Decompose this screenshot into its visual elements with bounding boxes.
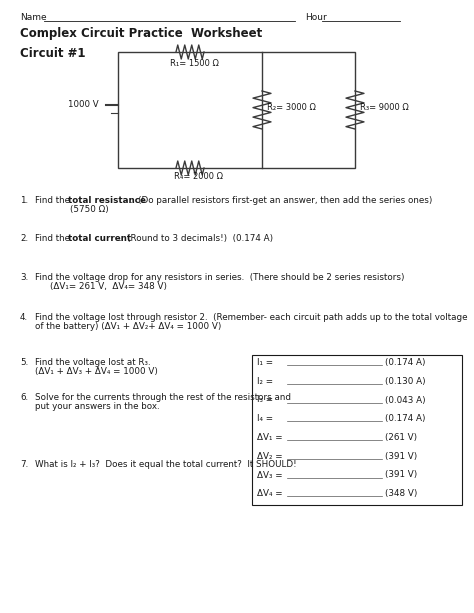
Text: I₂ =: I₂ = xyxy=(257,377,273,386)
Bar xyxy=(252,355,462,505)
Text: R₄= 2000 Ω: R₄= 2000 Ω xyxy=(174,172,223,181)
Bar xyxy=(118,52,355,168)
Text: Hour: Hour xyxy=(305,13,327,22)
Text: (5750 Ω): (5750 Ω) xyxy=(70,205,109,214)
Text: Circuit #1: Circuit #1 xyxy=(20,47,85,60)
Text: I₁ =: I₁ = xyxy=(257,358,273,367)
Text: Find the: Find the xyxy=(35,196,73,205)
Text: ΔV₁ =: ΔV₁ = xyxy=(257,433,283,442)
Text: Complex Circuit Practice  Worksheet: Complex Circuit Practice Worksheet xyxy=(20,27,262,40)
Text: R₁= 1500 Ω: R₁= 1500 Ω xyxy=(170,59,219,68)
Text: ΔV₄ =: ΔV₄ = xyxy=(257,489,283,498)
Text: of the battery) (ΔV₁ + ΔV₂+ ΔV₄ = 1000 V): of the battery) (ΔV₁ + ΔV₂+ ΔV₄ = 1000 V… xyxy=(35,322,221,331)
Text: (0.174 A): (0.174 A) xyxy=(385,358,426,367)
Text: ΔV₃ =: ΔV₃ = xyxy=(257,471,283,479)
Text: (0.130 A): (0.130 A) xyxy=(385,377,426,386)
Text: Find the voltage drop for any resistors in series.  (There should be 2 series re: Find the voltage drop for any resistors … xyxy=(35,273,404,282)
Text: (ΔV₁ + ΔV₃ + ΔV₄ = 1000 V): (ΔV₁ + ΔV₃ + ΔV₄ = 1000 V) xyxy=(35,367,158,376)
Text: 6.: 6. xyxy=(20,393,28,402)
Text: I₃ =: I₃ = xyxy=(257,395,273,405)
Text: R₂= 3000 Ω: R₂= 3000 Ω xyxy=(267,103,316,112)
Text: Solve for the currents through the rest of the resistors and: Solve for the currents through the rest … xyxy=(35,393,291,402)
Text: (348 V): (348 V) xyxy=(385,489,418,498)
Text: 3.: 3. xyxy=(20,273,28,282)
Text: (391 V): (391 V) xyxy=(385,452,417,461)
Text: total resistance: total resistance xyxy=(68,196,146,205)
Text: ΔV₂ =: ΔV₂ = xyxy=(257,452,283,461)
Text: (391 V): (391 V) xyxy=(385,471,417,479)
Text: R₃= 9000 Ω: R₃= 9000 Ω xyxy=(360,103,409,112)
Text: .  (Do parallel resistors first-get an answer, then add the series ones): . (Do parallel resistors first-get an an… xyxy=(130,196,432,205)
Text: I₄ =: I₄ = xyxy=(257,414,273,423)
Text: What is I₂ + I₃?  Does it equal the total current?  It SHOULD!: What is I₂ + I₃? Does it equal the total… xyxy=(35,460,297,469)
Text: Find the: Find the xyxy=(35,234,73,243)
Text: 5.: 5. xyxy=(20,358,28,367)
Text: total current: total current xyxy=(68,234,131,243)
Text: (261 V): (261 V) xyxy=(385,433,417,442)
Text: Find the voltage lost at R₃.: Find the voltage lost at R₃. xyxy=(35,358,151,367)
Text: 2.: 2. xyxy=(20,234,28,243)
Text: 1000 V: 1000 V xyxy=(68,100,99,109)
Text: put your answers in the box.: put your answers in the box. xyxy=(35,402,160,411)
Text: .  (Round to 3 decimals!)  (0.174 A): . (Round to 3 decimals!) (0.174 A) xyxy=(119,234,273,243)
Text: (ΔV₁= 261 V,  ΔV₄= 348 V): (ΔV₁= 261 V, ΔV₄= 348 V) xyxy=(50,282,167,291)
Text: 1.: 1. xyxy=(20,196,28,205)
Text: Find the voltage lost through resistor 2.  (Remember- each circuit path adds up : Find the voltage lost through resistor 2… xyxy=(35,313,467,322)
Text: (0.174 A): (0.174 A) xyxy=(385,414,426,423)
Text: Name: Name xyxy=(20,13,46,22)
Text: (0.043 A): (0.043 A) xyxy=(385,395,426,405)
Text: 4.: 4. xyxy=(20,313,28,322)
Text: 7.: 7. xyxy=(20,460,28,469)
